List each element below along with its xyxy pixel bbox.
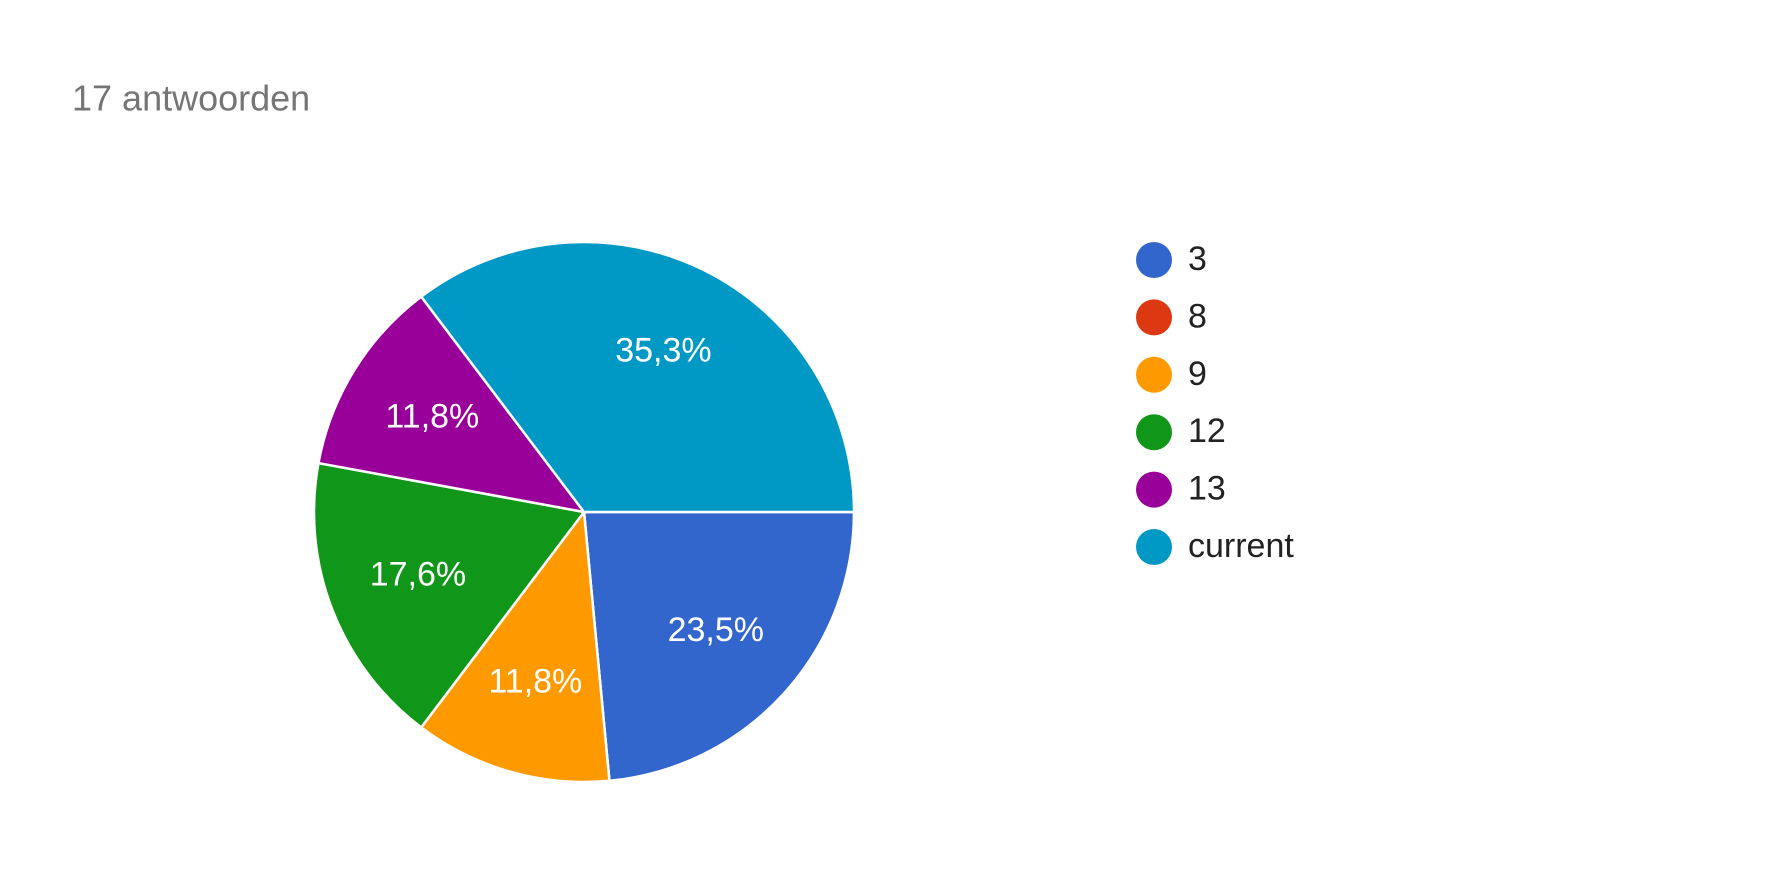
pie-slice bbox=[312, 461, 587, 730]
legend-swatch bbox=[1136, 529, 1172, 565]
chart-title: 17 antwoorden bbox=[72, 78, 310, 119]
legend-label: 12 bbox=[1188, 412, 1226, 450]
legend-swatch bbox=[1136, 414, 1172, 451]
pie-slice bbox=[582, 510, 856, 783]
legend-label: 9 bbox=[1188, 355, 1207, 393]
legend-label: 13 bbox=[1188, 470, 1226, 508]
legend-label: 8 bbox=[1188, 297, 1207, 335]
legend-swatch bbox=[1136, 471, 1172, 508]
data-label: 17,6% bbox=[370, 556, 466, 594]
data-label: 11,8% bbox=[488, 662, 582, 700]
legend-label: current bbox=[1188, 527, 1294, 565]
pie-slice bbox=[419, 240, 856, 514]
legend-swatch bbox=[1136, 299, 1172, 336]
data-label: 23,5% bbox=[668, 611, 764, 649]
pie-slice bbox=[419, 508, 611, 784]
data-label: 35,3% bbox=[615, 331, 711, 369]
data-label: 11,8% bbox=[385, 397, 479, 435]
legend-label: 3 bbox=[1188, 240, 1207, 278]
legend-swatch bbox=[1136, 242, 1172, 278]
pie-slice bbox=[317, 294, 587, 514]
legend-swatch bbox=[1136, 356, 1172, 393]
